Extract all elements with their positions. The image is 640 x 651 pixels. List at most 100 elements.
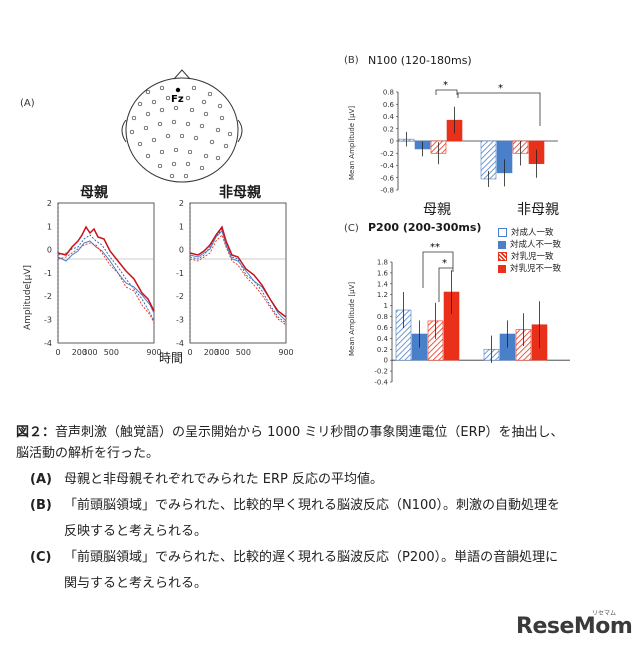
legend-swatch-infant-incongruent <box>498 264 506 273</box>
n100-ytick: 0 <box>390 138 394 146</box>
p200-ytick: 1.4 <box>377 280 389 288</box>
caption-c: (C) 「前頭脳領域」でみられた、比較的遅く現れる脳波反応（P200）。単語の音韻… <box>30 550 559 565</box>
erp-ytick-left: 1 <box>47 222 52 231</box>
p200-ytick: 0.4 <box>377 335 389 343</box>
erp-mother-adult-congruent <box>57 234 155 322</box>
electrode-dot <box>173 105 179 111</box>
legend-swatch-adult-incongruent <box>498 240 506 249</box>
electrode-dot <box>183 173 189 179</box>
electrode-dot <box>215 155 221 161</box>
p200-star-2: * <box>442 258 447 269</box>
erp-ytick-left: 0 <box>47 246 52 255</box>
brand-logo: ReseMom <box>516 614 633 639</box>
erp-ytick-left: -2 <box>44 292 52 301</box>
erp-mother-adult-incongruent <box>57 240 155 314</box>
electrode-dot <box>171 161 177 167</box>
electrode-dot <box>145 153 151 159</box>
erp-ytick-right: -2 <box>176 292 184 301</box>
erp-ytick-right: -3 <box>176 316 184 325</box>
erp-nonmother-infant-congruent <box>189 234 287 326</box>
p200-ytick: 1.2 <box>377 291 388 299</box>
electrode-label: Fz <box>171 94 184 105</box>
electrode-dot <box>191 85 197 91</box>
p200-ytick: 1.6 <box>377 269 389 277</box>
electrode-dot <box>145 111 151 117</box>
nonmother-title: 非母親 <box>219 185 261 201</box>
n100-ylabel: Mean Amplitude [μV] <box>348 106 356 180</box>
electrode-dot <box>207 91 213 97</box>
caption-b: (B) 「前頭脳領域」でみられた、比較的早く現れる脳波反応（N100）。刺激の自動… <box>30 498 561 513</box>
erp-ytick-right: -4 <box>176 339 184 348</box>
electrode-dot <box>185 161 191 167</box>
erp-xtick: 500 <box>236 348 251 357</box>
p200-ytick: 0.8 <box>377 313 388 321</box>
caption-a: (A) 母親と非母親それぞれでみられた ERP 反応の平均値。 <box>30 472 383 487</box>
n100-group-nonmother: 非母親 <box>517 202 559 218</box>
p200-ytick: 1.8 <box>377 259 388 267</box>
erp-mother-infant-congruent <box>57 242 155 324</box>
p200-ytick: 1 <box>384 302 388 310</box>
p200-ytick: 0.6 <box>377 324 389 332</box>
electrode-dot <box>185 95 191 101</box>
erp-ytick-right: 2 <box>179 199 184 208</box>
electrode-dot <box>151 137 157 143</box>
p200-star-1: ** <box>430 242 440 253</box>
caption-line-1: 図２：音声刺激（触覚語）の呈示開始から 1000 ミリ秒間の事象関連電位（ERP… <box>16 425 564 440</box>
p200-ytick: 0.2 <box>377 346 388 354</box>
legend-item: 対成人不一致 <box>498 239 561 251</box>
erp-xtick: 0 <box>55 348 60 357</box>
electrode-dot <box>143 125 149 131</box>
n100-ytick: 0.2 <box>383 125 394 133</box>
erp-ytick-left: -1 <box>44 269 52 278</box>
p200-ytick: 0 <box>384 357 388 365</box>
n100-title: N100 (120-180ms) <box>368 54 472 67</box>
p200-title: P200 (200-300ms) <box>368 221 482 234</box>
p200-chart: Mean Amplitude [μV] 1.8 1.6 1.4 1.2 1 0.8 0.6 0… <box>348 242 570 387</box>
electrode-dot <box>169 173 175 179</box>
electrode-dot <box>137 141 143 147</box>
electrode-dot <box>145 89 151 95</box>
n100-ytick: 0.8 <box>383 89 394 97</box>
p200-ylabel: Mean Amplitude [μV] <box>348 282 356 356</box>
electrode-dot <box>227 131 233 137</box>
caption-c-cont: 関与すると考えられる。 <box>64 576 208 591</box>
erp-ytick-right: -1 <box>176 269 184 278</box>
erp-ylabel: Amplitude[μV] <box>23 265 33 330</box>
electrode-dot <box>173 147 179 153</box>
erp-ytick-right: 1 <box>179 222 184 231</box>
erp-ytick-left: -3 <box>44 316 52 325</box>
n100-star-1: * <box>443 80 448 91</box>
electrode-dot <box>129 129 135 135</box>
electrode-dot <box>199 123 205 129</box>
erp-xtick: 300 <box>214 348 229 357</box>
erp-xlabel: 時間 <box>159 351 184 365</box>
figure-caption: 図２：音声刺激（触覚語）の呈示開始から 1000 ミリ秒間の事象関連電位（ERP… <box>16 422 628 594</box>
electrode-dot <box>193 135 199 141</box>
n100-ytick: -0.6 <box>380 174 394 182</box>
legend-swatch-infant-congruent <box>498 252 507 261</box>
n100-ytick: -0.8 <box>380 187 394 195</box>
n100-group-mother: 母親 <box>423 202 451 218</box>
erp-waveforms: Amplitude[μV] 2 1 0 -1 -2 -3 -4 2 1 0 -1 -2 -3 -4 0 2… <box>23 199 294 357</box>
n100-ytick: -0.2 <box>380 150 394 158</box>
erp-xtick: 900 <box>278 348 293 357</box>
electrode-dot <box>201 99 207 105</box>
erp-ytick-left: -4 <box>44 339 52 348</box>
electrode-dot <box>179 133 185 139</box>
erp-mother-infant-incongruent <box>57 225 155 312</box>
electrode-dot <box>217 103 223 109</box>
electrode-dot <box>131 115 137 121</box>
electrode-dot <box>171 119 177 125</box>
p200-ytick: -0.2 <box>374 368 388 376</box>
electrode-dot <box>223 143 229 149</box>
caption-line-2: 脳活動の解析を行った。 <box>16 446 160 461</box>
electrode-dot <box>189 107 195 113</box>
legend-item: 対乳児不一致 <box>498 263 561 275</box>
erp-xtick: 500 <box>104 348 119 357</box>
electrode-dot <box>185 121 191 127</box>
electrode-dot <box>151 99 157 105</box>
electrode-dot <box>137 101 143 107</box>
electrode-dot <box>157 121 163 127</box>
electrode-dot <box>199 165 205 171</box>
electrode-dot <box>159 107 165 113</box>
